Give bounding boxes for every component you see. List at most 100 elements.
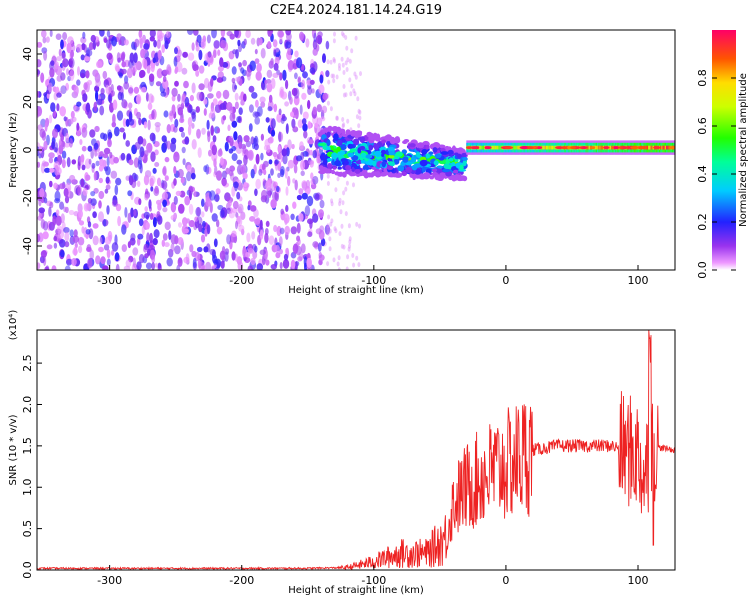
heatmap-cell bbox=[282, 69, 287, 81]
heatmap-cell bbox=[277, 30, 284, 38]
heatmap-cell bbox=[235, 220, 238, 230]
heatmap-cell bbox=[647, 145, 649, 150]
heatmap-cell bbox=[55, 215, 62, 226]
heatmap-cell bbox=[66, 258, 73, 266]
heatmap-cell bbox=[326, 131, 331, 138]
heatmap-cell bbox=[38, 207, 45, 214]
heatmap-cell bbox=[347, 246, 351, 252]
heatmap-cell bbox=[320, 238, 326, 247]
heatmap-cell bbox=[80, 72, 86, 79]
heatmap-cell bbox=[63, 227, 70, 234]
heatmap-cell bbox=[106, 39, 111, 49]
heatmap-cell bbox=[221, 177, 227, 187]
heatmap-cell bbox=[600, 145, 603, 150]
heatmap-cell bbox=[70, 110, 75, 119]
heatmap-cell bbox=[201, 211, 205, 218]
heatmap-cell bbox=[336, 261, 340, 267]
heatmap-cell bbox=[66, 68, 69, 76]
heatmap-cell bbox=[66, 157, 71, 168]
heatmap-cell bbox=[326, 93, 330, 99]
heatmap-cell bbox=[99, 30, 105, 37]
heatmap-cell bbox=[54, 61, 59, 70]
heatmap-cell bbox=[231, 66, 237, 75]
heatmap-cell bbox=[171, 95, 176, 102]
heatmap-cell bbox=[339, 209, 343, 215]
heatmap-cell bbox=[666, 145, 668, 150]
heatmap-cell bbox=[93, 171, 97, 181]
heatmap-cell bbox=[358, 223, 361, 229]
heatmap-cell bbox=[179, 117, 185, 124]
heatmap-cell bbox=[147, 102, 153, 111]
heatmap-cell bbox=[211, 144, 217, 156]
heatmap-cell bbox=[160, 91, 167, 97]
heatmap-cell bbox=[307, 159, 315, 165]
heatmap-cell bbox=[227, 124, 231, 132]
heatmap-cell bbox=[111, 199, 119, 207]
heatmap-cell bbox=[312, 150, 318, 159]
heatmap-cell bbox=[79, 139, 83, 145]
heatmap-cell bbox=[457, 153, 462, 159]
heatmap-cell bbox=[381, 160, 386, 168]
heatmap-cell bbox=[350, 83, 354, 89]
heatmap-cell bbox=[143, 59, 148, 70]
heatmap-cell bbox=[491, 145, 493, 150]
heatmap-cell bbox=[56, 56, 62, 62]
heatmap-cell bbox=[37, 59, 42, 68]
heatmap-cell bbox=[130, 65, 135, 73]
heatmap-cell bbox=[326, 226, 330, 231]
heatmap-cell bbox=[204, 228, 208, 237]
heatmap-cell bbox=[213, 158, 217, 168]
heatmap-cell bbox=[385, 134, 392, 142]
heatmap-cell bbox=[260, 152, 264, 161]
heatmap-cell bbox=[359, 71, 362, 77]
heatmap-cell bbox=[401, 149, 407, 155]
heatmap-cell bbox=[307, 218, 314, 225]
heatmap-cell bbox=[551, 145, 554, 150]
heatmap-cell bbox=[191, 139, 197, 150]
snr-panel: -300 -200 -100 0 100 0.0 0.5 1.0 1.5 2.0 2.5 Heig… bbox=[8, 310, 676, 596]
heatmap-cell bbox=[329, 221, 333, 227]
heatmap-cell bbox=[242, 145, 247, 155]
heatmap-cell bbox=[357, 262, 361, 268]
heatmap-cell bbox=[342, 244, 346, 250]
heatmap-cell bbox=[141, 225, 145, 236]
heatmap-cell bbox=[294, 179, 298, 191]
heatmap-cell bbox=[186, 171, 192, 182]
heatmap-cell bbox=[146, 142, 153, 153]
heatmap-cell bbox=[121, 224, 127, 235]
heatmap-cell bbox=[302, 71, 308, 79]
heatmap-cell bbox=[598, 145, 600, 150]
heatmap-cell bbox=[367, 159, 374, 166]
heatmap-cell bbox=[130, 207, 134, 218]
heatmap-cell bbox=[255, 71, 262, 81]
heatmap-cell bbox=[163, 69, 170, 75]
heatmap-cell bbox=[188, 203, 194, 215]
heatmap-cell bbox=[48, 157, 54, 164]
heatmap-cell bbox=[282, 258, 290, 269]
heatmap-cell bbox=[203, 246, 209, 253]
heatmap-cell bbox=[128, 159, 134, 166]
heatmap-cell bbox=[86, 244, 92, 252]
heatmap-cell bbox=[81, 145, 87, 152]
heatmap-cell bbox=[320, 153, 326, 161]
heatmap-cell bbox=[499, 145, 502, 150]
heatmap-cell bbox=[329, 59, 333, 65]
heatmap-cell bbox=[187, 117, 193, 127]
heatmap-cell bbox=[332, 38, 336, 44]
heatmap-cell bbox=[211, 30, 217, 39]
heatmap-cell bbox=[285, 247, 289, 255]
heatmap-cell bbox=[292, 201, 297, 209]
heatmap-cell bbox=[156, 68, 163, 79]
heatmap-cell bbox=[344, 60, 348, 66]
heatmap-cell bbox=[264, 232, 269, 244]
heatmap-cell bbox=[246, 232, 251, 243]
heatmap-cell bbox=[294, 261, 298, 270]
heatmap-cell bbox=[267, 41, 272, 49]
heatmap-cell bbox=[249, 216, 256, 222]
x-tick-label: 100 bbox=[628, 574, 649, 587]
heatmap-cell bbox=[207, 93, 214, 99]
heatmap-cell bbox=[334, 228, 338, 234]
heatmap-cell bbox=[264, 138, 271, 148]
heatmap-cell bbox=[189, 244, 194, 253]
heatmap-cell bbox=[100, 256, 106, 265]
